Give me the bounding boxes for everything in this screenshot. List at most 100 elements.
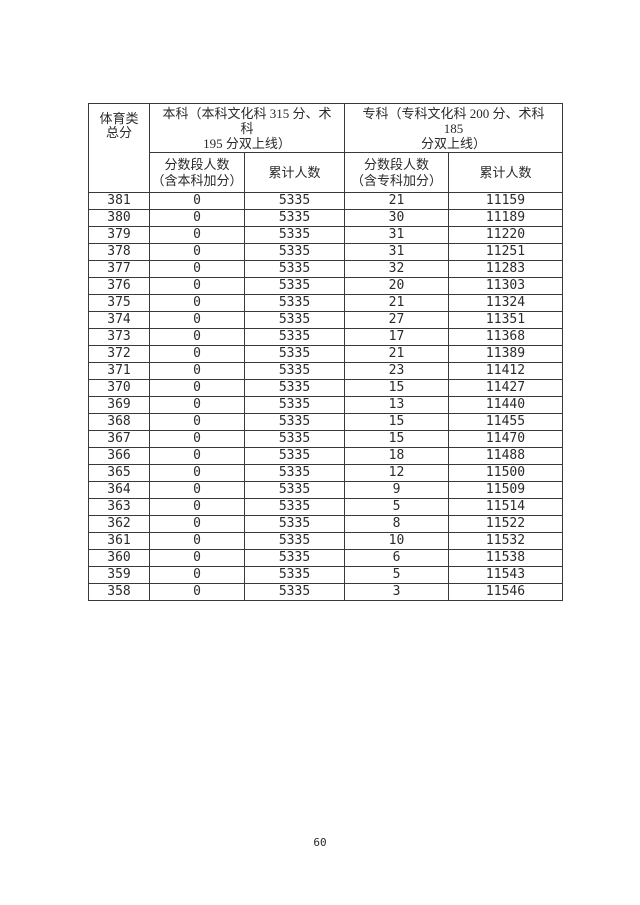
table-cell: 11440 bbox=[448, 396, 563, 414]
table-cell: 5335 bbox=[244, 413, 345, 431]
table-row: 369 0 5335 13 11440 bbox=[88, 396, 563, 414]
table-cell: 10 bbox=[344, 532, 449, 550]
table-cell: 5335 bbox=[244, 379, 345, 397]
table-cell: 32 bbox=[344, 260, 449, 278]
table-cell: 0 bbox=[149, 481, 245, 499]
sub-header-benke-cumulative-count: 累计人数 bbox=[244, 152, 345, 193]
table-cell: 363 bbox=[88, 498, 150, 516]
table-cell: 359 bbox=[88, 566, 150, 584]
table-cell: 0 bbox=[149, 566, 245, 584]
table-header: 体育类 总分 本科（本科文化科 315 分、术 科 195 分双上线） 专科（专… bbox=[88, 103, 563, 193]
table-cell: 5335 bbox=[244, 396, 345, 414]
table-cell: 13 bbox=[344, 396, 449, 414]
table-cell: 5335 bbox=[244, 566, 345, 584]
table-cell: 0 bbox=[149, 192, 245, 210]
table-cell: 11543 bbox=[448, 566, 563, 584]
table-row: 360 0 5335 6 11538 bbox=[88, 549, 563, 567]
table-row: 362 0 5335 8 11522 bbox=[88, 515, 563, 533]
table-cell: 11427 bbox=[448, 379, 563, 397]
table-cell: 375 bbox=[88, 294, 150, 312]
table-cell: 0 bbox=[149, 396, 245, 414]
table-cell: 11303 bbox=[448, 277, 563, 295]
table-cell: 0 bbox=[149, 583, 245, 601]
table-cell: 5 bbox=[344, 566, 449, 584]
table-cell: 0 bbox=[149, 379, 245, 397]
table-cell: 3 bbox=[344, 583, 449, 601]
table-cell: 0 bbox=[149, 294, 245, 312]
corner-header-total-score: 体育类 总分 bbox=[88, 103, 150, 193]
table-cell: 0 bbox=[149, 243, 245, 261]
table-cell: 0 bbox=[149, 209, 245, 227]
table-cell: 11368 bbox=[448, 328, 563, 346]
table-cell: 367 bbox=[88, 430, 150, 448]
table-cell: 379 bbox=[88, 226, 150, 244]
table-cell: 0 bbox=[149, 498, 245, 516]
table-row: 377 0 5335 32 11283 bbox=[88, 260, 563, 278]
table-cell: 11470 bbox=[448, 430, 563, 448]
table-cell: 31 bbox=[344, 243, 449, 261]
table-cell: 361 bbox=[88, 532, 150, 550]
table-cell: 0 bbox=[149, 413, 245, 431]
table-cell: 5335 bbox=[244, 226, 345, 244]
table-cell: 11351 bbox=[448, 311, 563, 329]
table-cell: 11324 bbox=[448, 294, 563, 312]
table-cell: 11159 bbox=[448, 192, 563, 210]
table-row: 381 0 5335 21 11159 bbox=[88, 192, 563, 210]
table-row: 363 0 5335 5 11514 bbox=[88, 498, 563, 516]
table-cell: 21 bbox=[344, 294, 449, 312]
table-cell: 0 bbox=[149, 328, 245, 346]
table-cell: 378 bbox=[88, 243, 150, 261]
table-cell: 11509 bbox=[448, 481, 563, 499]
sub-header-zhuanke-cumulative-count: 累计人数 bbox=[448, 152, 563, 193]
table-cell: 5 bbox=[344, 498, 449, 516]
table-cell: 30 bbox=[344, 209, 449, 227]
table-cell: 5335 bbox=[244, 294, 345, 312]
table-row: 364 0 5335 9 11509 bbox=[88, 481, 563, 499]
table-cell: 5335 bbox=[244, 243, 345, 261]
table-row: 375 0 5335 21 11324 bbox=[88, 294, 563, 312]
table-cell: 5335 bbox=[244, 362, 345, 380]
table-cell: 362 bbox=[88, 515, 150, 533]
table-cell: 5335 bbox=[244, 345, 345, 363]
table-cell: 11455 bbox=[448, 413, 563, 431]
table-cell: 358 bbox=[88, 583, 150, 601]
table-row: 358 0 5335 3 11546 bbox=[88, 583, 563, 601]
score-distribution-table: 体育类 总分 本科（本科文化科 315 分、术 科 195 分双上线） 专科（专… bbox=[88, 103, 563, 601]
table-row: 379 0 5335 31 11220 bbox=[88, 226, 563, 244]
table-row: 372 0 5335 21 11389 bbox=[88, 345, 563, 363]
table-cell: 5335 bbox=[244, 464, 345, 482]
group-header-benke: 本科（本科文化科 315 分、术 科 195 分双上线） bbox=[149, 103, 345, 153]
table-cell: 11500 bbox=[448, 464, 563, 482]
table-cell: 368 bbox=[88, 413, 150, 431]
table-row: 371 0 5335 23 11412 bbox=[88, 362, 563, 380]
table-cell: 5335 bbox=[244, 192, 345, 210]
table-cell: 11488 bbox=[448, 447, 563, 465]
table-cell: 0 bbox=[149, 345, 245, 363]
table-cell: 8 bbox=[344, 515, 449, 533]
table-cell: 0 bbox=[149, 260, 245, 278]
table-row: 374 0 5335 27 11351 bbox=[88, 311, 563, 329]
table-cell: 5335 bbox=[244, 515, 345, 533]
table-cell: 5335 bbox=[244, 583, 345, 601]
table-body: 381 0 5335 21 11159 380 0 5335 30 11189 379 0 5335 31… bbox=[88, 192, 563, 601]
table-cell: 11532 bbox=[448, 532, 563, 550]
table-row: 365 0 5335 12 11500 bbox=[88, 464, 563, 482]
table-cell: 5335 bbox=[244, 209, 345, 227]
table-cell: 373 bbox=[88, 328, 150, 346]
table-cell: 376 bbox=[88, 277, 150, 295]
table-cell: 11546 bbox=[448, 583, 563, 601]
table-row: 368 0 5335 15 11455 bbox=[88, 413, 563, 431]
table-row: 367 0 5335 15 11470 bbox=[88, 430, 563, 448]
table-cell: 5335 bbox=[244, 549, 345, 567]
table-cell: 5335 bbox=[244, 260, 345, 278]
table-row: 376 0 5335 20 11303 bbox=[88, 277, 563, 295]
table-cell: 27 bbox=[344, 311, 449, 329]
table-cell: 0 bbox=[149, 532, 245, 550]
table-row: 378 0 5335 31 11251 bbox=[88, 243, 563, 261]
table-cell: 372 bbox=[88, 345, 150, 363]
table-cell: 11522 bbox=[448, 515, 563, 533]
table-cell: 365 bbox=[88, 464, 150, 482]
table-row: 361 0 5335 10 11532 bbox=[88, 532, 563, 550]
table-row: 366 0 5335 18 11488 bbox=[88, 447, 563, 465]
